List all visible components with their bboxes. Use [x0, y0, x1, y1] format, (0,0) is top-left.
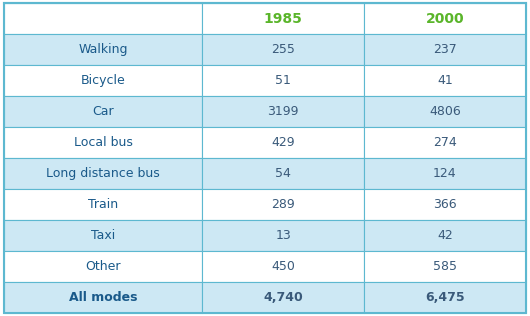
Text: Other: Other — [85, 260, 121, 273]
Bar — [4, 282, 202, 313]
Text: 3199: 3199 — [268, 105, 299, 118]
Bar — [4, 34, 202, 65]
Bar — [202, 34, 364, 65]
Text: 51: 51 — [275, 74, 291, 87]
Bar — [364, 189, 526, 220]
Bar — [4, 3, 202, 34]
Text: 13: 13 — [276, 229, 291, 242]
Bar — [4, 65, 202, 96]
Bar — [364, 127, 526, 158]
Text: All modes: All modes — [69, 291, 138, 304]
Bar — [202, 251, 364, 282]
Bar — [364, 65, 526, 96]
Bar — [202, 3, 364, 34]
Bar — [4, 220, 202, 251]
Bar — [4, 251, 202, 282]
Text: 4806: 4806 — [429, 105, 461, 118]
Text: Taxi: Taxi — [91, 229, 116, 242]
Text: Walking: Walking — [78, 43, 128, 56]
Text: 124: 124 — [433, 167, 457, 180]
Text: 1985: 1985 — [264, 12, 303, 26]
Text: Bicycle: Bicycle — [81, 74, 126, 87]
Text: 6,475: 6,475 — [425, 291, 465, 304]
Bar — [202, 158, 364, 189]
Text: Train: Train — [89, 198, 118, 211]
Text: 41: 41 — [437, 74, 453, 87]
Bar — [202, 127, 364, 158]
Text: 255: 255 — [271, 43, 295, 56]
Text: 289: 289 — [271, 198, 295, 211]
Bar — [364, 251, 526, 282]
Text: 237: 237 — [433, 43, 457, 56]
Text: 366: 366 — [433, 198, 457, 211]
Text: 2000: 2000 — [426, 12, 464, 26]
Bar — [364, 34, 526, 65]
Bar — [202, 282, 364, 313]
Text: 4,740: 4,740 — [263, 291, 303, 304]
Bar — [364, 158, 526, 189]
Bar — [202, 189, 364, 220]
Text: Car: Car — [93, 105, 114, 118]
Text: 274: 274 — [433, 136, 457, 149]
Text: 450: 450 — [271, 260, 295, 273]
Bar — [364, 282, 526, 313]
Bar — [364, 96, 526, 127]
Text: Local bus: Local bus — [74, 136, 133, 149]
Bar — [4, 189, 202, 220]
Bar — [202, 220, 364, 251]
Text: Long distance bus: Long distance bus — [47, 167, 160, 180]
Text: 54: 54 — [275, 167, 291, 180]
Text: 42: 42 — [437, 229, 453, 242]
Bar — [364, 220, 526, 251]
Text: 585: 585 — [433, 260, 457, 273]
Bar — [4, 96, 202, 127]
Text: 429: 429 — [271, 136, 295, 149]
Bar — [4, 158, 202, 189]
Bar — [202, 96, 364, 127]
Bar — [202, 65, 364, 96]
Bar — [4, 127, 202, 158]
Bar — [364, 3, 526, 34]
